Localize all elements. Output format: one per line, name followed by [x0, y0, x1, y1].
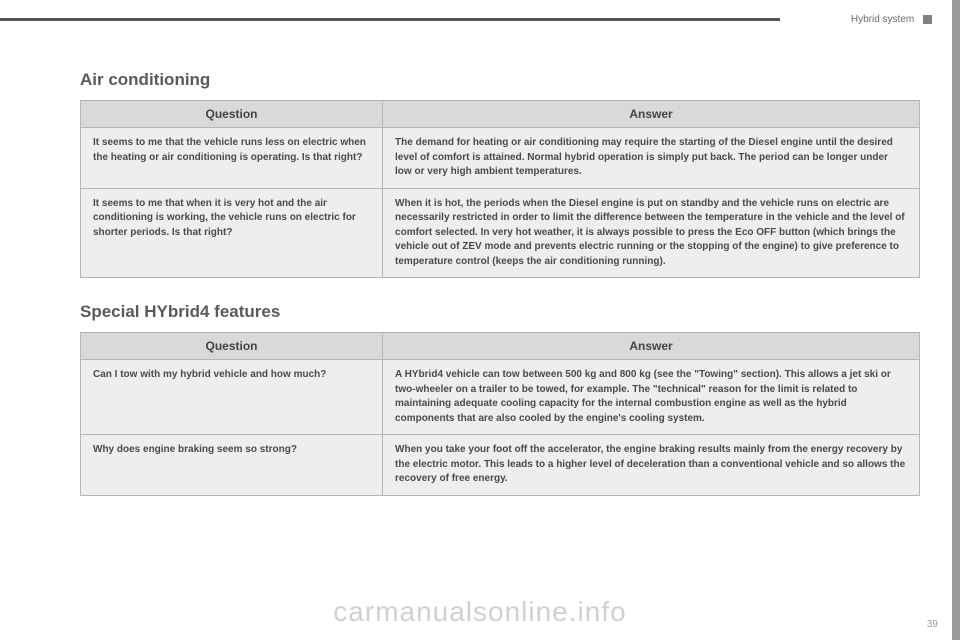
table-hybrid4-features: Question Answer Can I tow with my hybrid… — [80, 332, 920, 496]
cell-answer: The demand for heating or air conditioni… — [383, 128, 920, 189]
table-row: Why does engine braking seem so strong? … — [81, 435, 920, 496]
table-header-question: Question — [81, 101, 383, 128]
cell-question: Why does engine braking seem so strong? — [81, 435, 383, 496]
table-row: It seems to me that the vehicle runs les… — [81, 128, 920, 189]
table-row: Can I tow with my hybrid vehicle and how… — [81, 360, 920, 435]
section-title-air-conditioning: Air conditioning — [80, 70, 920, 90]
header-dot-icon — [923, 15, 932, 24]
table-header-answer: Answer — [383, 333, 920, 360]
cell-answer: When it is hot, the periods when the Die… — [383, 188, 920, 278]
header-section-label: Hybrid system — [851, 14, 932, 25]
section-title-hybrid4-features: Special HYbrid4 features — [80, 302, 920, 322]
table-header-answer: Answer — [383, 101, 920, 128]
header-rule — [0, 18, 780, 21]
cell-question: It seems to me that the vehicle runs les… — [81, 128, 383, 189]
table-row: It seems to me that when it is very hot … — [81, 188, 920, 278]
watermark-text: carmanualsonline.info — [0, 596, 960, 628]
cell-question: It seems to me that when it is very hot … — [81, 188, 383, 278]
cell-answer: A HYbrid4 vehicle can tow between 500 kg… — [383, 360, 920, 435]
table-air-conditioning: Question Answer It seems to me that the … — [80, 100, 920, 278]
page-number: 39 — [927, 619, 938, 630]
cell-answer: When you take your foot off the accelera… — [383, 435, 920, 496]
page-edge — [952, 0, 960, 640]
page-content: Air conditioning Question Answer It seem… — [80, 70, 920, 520]
cell-question: Can I tow with my hybrid vehicle and how… — [81, 360, 383, 435]
header-section-text: Hybrid system — [851, 14, 914, 25]
table-header-question: Question — [81, 333, 383, 360]
